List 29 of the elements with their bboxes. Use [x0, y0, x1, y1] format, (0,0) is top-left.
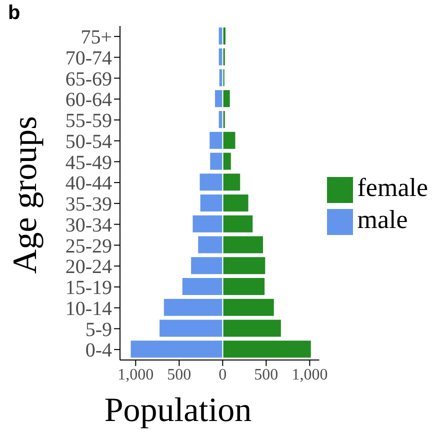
y-tick-label: 55-59 [65, 110, 112, 132]
bar [218, 47, 224, 66]
x-tick-label: 0 [218, 366, 227, 384]
legend-label: male [357, 205, 408, 234]
y-tick-label: 45-49 [65, 152, 112, 174]
y-tick-label: 65-69 [65, 68, 112, 90]
bar [218, 26, 224, 46]
x-tick-label: 500 [254, 366, 278, 384]
y-axis-title: Age groups [7, 116, 45, 274]
y-tick-label: 20-24 [65, 256, 112, 278]
y-tick-label: 35-39 [65, 194, 112, 216]
x-axis-title: Population [103, 392, 253, 430]
legend-label: female [357, 173, 428, 202]
bar [218, 110, 224, 129]
y-tick-label: 75+ [80, 26, 112, 49]
x-tick-label: 500 [167, 366, 192, 384]
y-tick-label: 30-34 [65, 214, 112, 236]
y-tick-label: 10-14 [65, 298, 112, 320]
chart-title: b [8, 2, 20, 25]
y-tick-label: 50-54 [65, 130, 112, 153]
y-tick-label: 60-64 [65, 89, 112, 112]
y-tick-label: 70-74 [65, 47, 112, 70]
y-tick-label: 5-9 [85, 318, 112, 341]
y-tick-label: 40-44 [65, 172, 112, 195]
y-tick-label: 15-19 [65, 277, 112, 300]
x-tick-label: 1,000 [292, 366, 328, 384]
y-tick-label: 25-29 [65, 235, 112, 258]
x-tick-label: 1,000 [118, 366, 154, 384]
y-tick-label: 0-4 [85, 340, 112, 362]
